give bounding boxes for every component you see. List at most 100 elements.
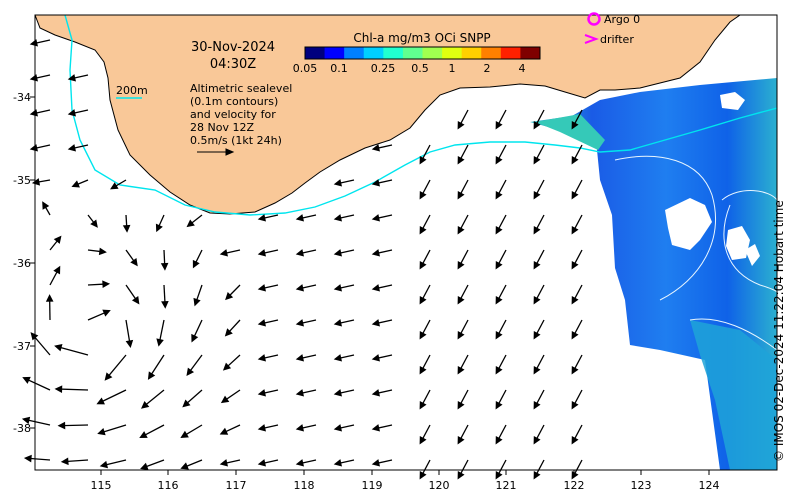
velocity-arrow xyxy=(71,179,89,188)
velocity-arrow xyxy=(571,319,583,340)
velocity-arrow xyxy=(495,284,507,305)
velocity-arrow xyxy=(87,309,111,321)
velocity-arrow xyxy=(180,424,203,438)
velocity-arrow xyxy=(533,354,545,375)
velocity-arrow xyxy=(333,214,355,222)
cloud-gaps xyxy=(665,92,760,266)
velocity-arrow xyxy=(419,284,431,305)
velocity-arrow xyxy=(224,319,241,337)
velocity-arrow xyxy=(96,389,127,405)
contour-legend-label: 200m xyxy=(116,84,148,97)
velocity-arrow xyxy=(571,109,583,130)
colorbar-swatch xyxy=(344,47,365,59)
velocity-arrow xyxy=(457,389,469,410)
velocity-arrow xyxy=(457,319,469,340)
velocity-arrow xyxy=(97,424,127,436)
velocity-arrow xyxy=(371,459,393,467)
velocity-arrow xyxy=(125,249,138,267)
velocity-arrow xyxy=(257,319,279,327)
velocity-arrow xyxy=(104,354,127,381)
velocity-arrow xyxy=(419,354,431,375)
velocity-arrow xyxy=(571,459,583,480)
map-time: 04:30Z xyxy=(210,57,256,72)
velocity-arrow xyxy=(54,385,89,393)
velocity-arrow xyxy=(180,459,203,470)
velocity-arrow xyxy=(67,144,89,152)
velocity-arrow xyxy=(186,354,203,377)
colorbar-tick: 0.25 xyxy=(371,62,396,75)
velocity-arrow xyxy=(495,319,507,340)
velocity-arrow xyxy=(257,459,279,467)
colorbar-swatch xyxy=(500,47,521,59)
sea-level-contours xyxy=(614,155,777,351)
velocity-arrow xyxy=(495,109,507,130)
velocity-arrow xyxy=(371,179,393,187)
colorbar-tick: 1 xyxy=(449,62,456,75)
velocity-arrow xyxy=(571,424,583,445)
velocity-arrow xyxy=(419,389,431,410)
velocity-arrow xyxy=(139,424,165,439)
velocity-arrow xyxy=(457,144,469,165)
velocity-arrow xyxy=(87,247,107,256)
y-tick-label: -38 xyxy=(13,422,31,435)
velocity-arrow xyxy=(23,454,51,463)
velocity-arrow xyxy=(495,354,507,375)
velocity-arrow xyxy=(191,319,203,343)
velocity-arrow xyxy=(225,284,241,301)
colorbar-swatch xyxy=(520,47,541,59)
velocity-arrow xyxy=(371,284,393,292)
credit-text: © IMOS 02-Dec-2024 11:22:04 Hobart time xyxy=(772,200,786,462)
velocity-arrow xyxy=(222,354,241,371)
velocity-arrow xyxy=(257,424,279,432)
velocity-arrow xyxy=(371,354,393,362)
velocity-arrow xyxy=(219,459,241,467)
velocity-arrow xyxy=(333,319,355,327)
velocity-arrow xyxy=(533,459,545,480)
altimetry-legend-line: 28 Nov 12Z xyxy=(190,121,254,134)
argo-label: Argo 0 xyxy=(604,13,640,26)
velocity-arrow xyxy=(257,354,279,362)
velocity-arrow xyxy=(295,284,317,292)
velocity-arrow xyxy=(457,179,469,200)
y-axis: -34 -35 -36 -37 -38 xyxy=(13,91,31,435)
altimetry-legend: Altimetric sealevel (0.1m contours) and … xyxy=(190,82,292,147)
colorbar-tick: 4 xyxy=(519,62,526,75)
velocity-arrow xyxy=(571,179,583,200)
velocity-arrow xyxy=(295,459,317,467)
colorbar-ticks: 0.05 0.1 0.25 0.5 1 2 4 xyxy=(293,62,526,75)
x-tick-label: 118 xyxy=(294,479,315,492)
velocity-arrow xyxy=(29,74,51,82)
velocity-arrow xyxy=(495,179,507,200)
velocity-arrow xyxy=(140,459,165,470)
colorbar-tick: 0.5 xyxy=(411,62,429,75)
velocity-arrow xyxy=(99,459,127,469)
velocity-arrow xyxy=(333,459,355,467)
x-axis: 115 116 117 118 119 120 121 122 123 124 xyxy=(91,479,720,492)
velocity-arrow xyxy=(333,179,355,187)
velocity-arrow xyxy=(147,354,165,380)
velocity-arrow xyxy=(125,319,134,349)
x-tick-label: 116 xyxy=(158,479,179,492)
velocity-arrow xyxy=(419,214,431,235)
y-tick-label: -36 xyxy=(13,257,31,270)
colorbar-swatch xyxy=(422,47,443,59)
velocity-arrow xyxy=(419,424,431,445)
velocity-arrow xyxy=(419,319,431,340)
x-tick-label: 121 xyxy=(496,479,517,492)
velocity-arrow xyxy=(125,284,140,305)
velocity-arrow xyxy=(533,214,545,235)
velocity-arrow xyxy=(371,424,393,432)
x-tick-label: 119 xyxy=(362,479,383,492)
velocity-arrow xyxy=(457,354,469,375)
velocity-arrow xyxy=(161,284,169,309)
chlorophyll-swath-south xyxy=(690,320,777,470)
x-tick-label: 117 xyxy=(226,479,247,492)
velocity-arrow xyxy=(186,214,203,228)
velocity-arrow xyxy=(533,319,545,340)
axis-ticks xyxy=(30,96,710,475)
map-frame-border xyxy=(34,14,778,471)
velocity-arrow xyxy=(219,249,241,257)
velocity-arrow xyxy=(457,459,469,480)
velocity-arrow xyxy=(533,249,545,270)
